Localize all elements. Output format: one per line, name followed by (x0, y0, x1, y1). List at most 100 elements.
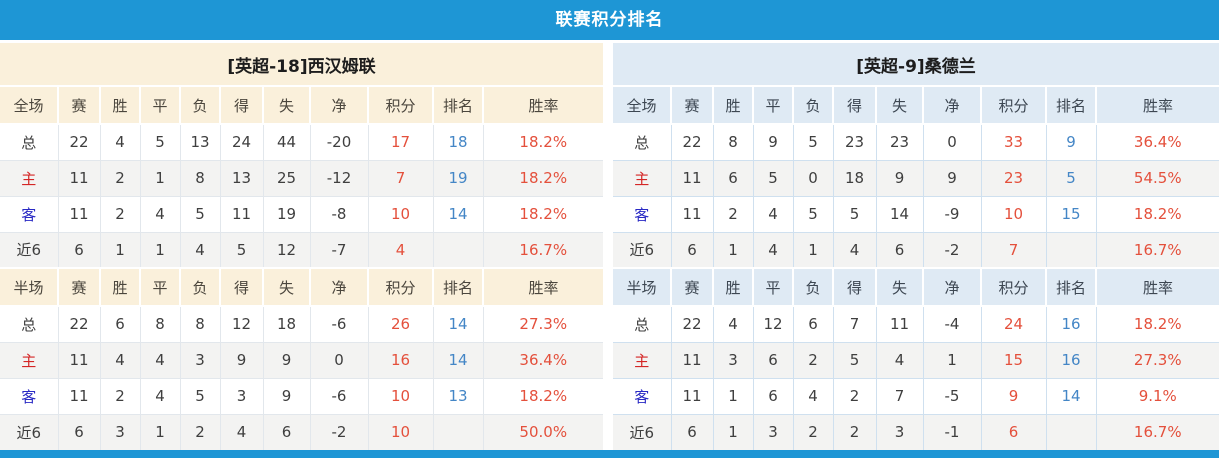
rate-cell: 16.7% (1095, 231, 1219, 268)
section-header-half: 半场 (0, 267, 58, 307)
stat-cell: 4 (712, 305, 753, 342)
table-row: 客 11 2 4 5 3 9 -6 10 13 18.2% (0, 377, 603, 414)
stat-cell: 23 (832, 123, 876, 160)
points-cell: 23 (980, 159, 1046, 196)
stat-cell: 11 (219, 195, 263, 232)
column-header: 失 (875, 85, 923, 125)
stat-cell: 11 (670, 341, 713, 378)
column-header: 赛 (57, 85, 100, 125)
stat-cell: 4 (792, 377, 833, 414)
stat-cell: 3 (219, 377, 263, 414)
stat-cell: 1 (139, 231, 180, 268)
column-header-rate: 胜率 (1095, 85, 1219, 125)
stat-cell: 3 (99, 413, 140, 450)
stat-cell: 9 (262, 377, 310, 414)
rate-cell: 36.4% (1095, 123, 1219, 160)
stat-cell: 2 (832, 377, 876, 414)
column-header: 得 (832, 85, 876, 125)
rate-cell: 36.4% (482, 341, 603, 378)
rank-cell (432, 413, 483, 450)
stat-cell: 6 (875, 231, 923, 268)
column-header-points: 积分 (980, 267, 1046, 307)
stat-cell: -20 (309, 123, 368, 160)
stat-cell: 12 (262, 231, 310, 268)
stat-cell: 5 (832, 341, 876, 378)
rate-cell: 18.2% (482, 159, 603, 196)
stat-cell: 6 (792, 305, 833, 342)
row-label: 客 (613, 195, 671, 232)
table-row: 主 11 6 5 0 18 9 9 23 5 54.5% (613, 159, 1219, 196)
stat-cell: 4 (99, 341, 140, 378)
column-header: 得 (219, 85, 263, 125)
footer-bar (0, 450, 1219, 458)
points-cell: 9 (980, 377, 1046, 414)
stat-cell: 11 (57, 377, 100, 414)
stat-cell: -6 (309, 377, 368, 414)
stat-cell: 6 (57, 413, 100, 450)
rate-cell: 50.0% (482, 413, 603, 450)
stat-cell: 5 (179, 377, 220, 414)
column-header-rate: 胜率 (482, 267, 603, 307)
table-row: 客 11 1 6 4 2 7 -5 9 14 9.1% (613, 377, 1219, 414)
stat-cell: 9 (922, 159, 981, 196)
section-header-full: 全场 (613, 85, 671, 125)
stat-cell: 2 (792, 341, 833, 378)
stat-cell: 22 (57, 305, 100, 342)
stat-cell: 1 (712, 377, 753, 414)
stat-cell: 6 (262, 413, 310, 450)
row-label: 主 (613, 341, 671, 378)
rank-cell: 15 (1045, 195, 1096, 232)
stat-cell: 6 (57, 231, 100, 268)
stat-cell: 4 (139, 341, 180, 378)
stat-cell: 11 (57, 195, 100, 232)
column-header: 负 (792, 267, 833, 307)
stat-cell: 7 (832, 305, 876, 342)
stat-cell: 1 (712, 231, 753, 268)
column-header: 失 (262, 267, 310, 307)
stat-cell: 0 (922, 123, 981, 160)
points-cell: 15 (980, 341, 1046, 378)
stat-cell: 1 (792, 231, 833, 268)
column-header: 负 (179, 267, 220, 307)
column-header: 净 (309, 85, 368, 125)
section-header-full: 全场 (0, 85, 58, 125)
stat-cell: 19 (262, 195, 310, 232)
stat-cell: 11 (57, 341, 100, 378)
row-label: 近6 (613, 231, 671, 268)
stat-cell: 0 (309, 341, 368, 378)
rank-cell: 18 (432, 123, 483, 160)
table-row: 近6 6 1 3 2 2 3 -1 6 16.7% (613, 413, 1219, 450)
stat-cell: 8 (179, 159, 220, 196)
stat-cell: 5 (752, 159, 793, 196)
stat-cell: 6 (752, 341, 793, 378)
rate-cell: 16.7% (1095, 413, 1219, 450)
row-label: 客 (0, 195, 58, 232)
stat-cell: 18 (262, 305, 310, 342)
points-cell: 17 (367, 123, 433, 160)
stat-cell: 4 (752, 195, 793, 232)
stat-cell: 11 (670, 159, 713, 196)
stat-cell: 11 (670, 377, 713, 414)
column-header: 赛 (670, 267, 713, 307)
rank-cell: 14 (1045, 377, 1096, 414)
stat-cell: 8 (139, 305, 180, 342)
points-cell: 16 (367, 341, 433, 378)
stat-cell: -2 (309, 413, 368, 450)
column-header: 失 (875, 267, 923, 307)
column-header-rank: 排名 (1045, 85, 1096, 125)
points-cell: 7 (980, 231, 1046, 268)
column-header: 净 (922, 85, 981, 125)
stat-cell: 4 (832, 231, 876, 268)
team-table-left: [英超-18]西汉姆联 全场赛胜平负得失净积分 排名 胜率总 22 4 5 13 24 44 -20… (0, 43, 603, 450)
stat-cell: 8 (712, 123, 753, 160)
stat-cell: 4 (219, 413, 263, 450)
row-label: 主 (0, 159, 58, 196)
points-cell: 7 (367, 159, 433, 196)
rate-cell: 54.5% (1095, 159, 1219, 196)
column-header-rank: 排名 (432, 85, 483, 125)
stat-cell: 4 (99, 123, 140, 160)
row-label: 主 (0, 341, 58, 378)
tables-area: [英超-18]西汉姆联 全场赛胜平负得失净积分 排名 胜率总 22 4 5 13 24 44 -20… (0, 43, 1219, 450)
stat-cell: 5 (179, 195, 220, 232)
table-row: 主 11 3 6 2 5 4 1 15 16 27.3% (613, 341, 1219, 378)
